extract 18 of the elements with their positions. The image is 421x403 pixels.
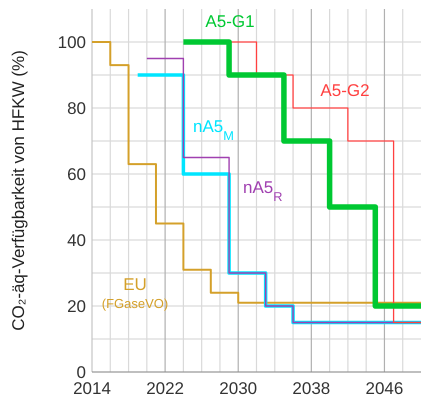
series-label: A5-G2 [320,81,370,100]
series-label: A5-G1 [205,12,255,31]
x-tick-label: 2038 [292,379,330,398]
x-tick-label: 2046 [366,379,404,398]
series-label: nA5$_{R}$ [243,178,282,204]
x-tick-label: 2014 [73,379,111,398]
y-tick-label: 40 [67,230,86,250]
text: EU [123,275,147,294]
y-tick-label: 20 [67,296,86,316]
annotation: (FGaseVO) [102,296,168,311]
y-tick-label: 0 [76,362,86,382]
y-axis-title: CO₂-äq-Verfügbarkeit von HFKW (%) [9,50,28,331]
y-tick-label: 80 [67,98,86,118]
y-tick-label: 60 [67,164,86,184]
x-tick-label: 2022 [146,379,184,398]
x-tick-label: 2030 [219,379,258,398]
y-tick-label: 100 [58,32,86,52]
series-label: nA5$_{M}$ [193,117,234,142]
